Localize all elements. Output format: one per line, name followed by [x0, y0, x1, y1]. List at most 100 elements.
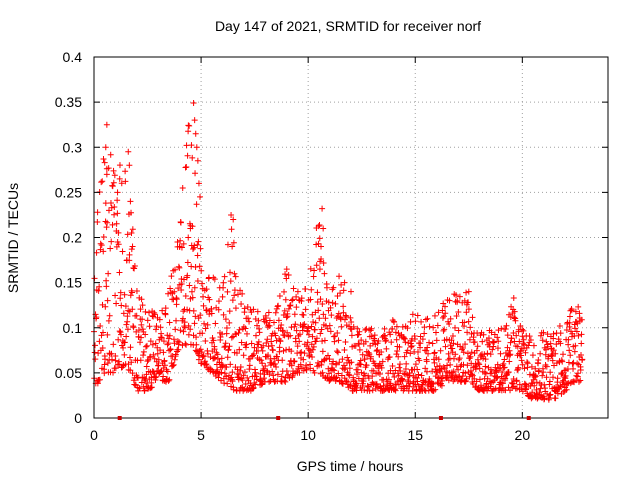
data-point	[441, 365, 448, 372]
data-point	[114, 189, 121, 196]
data-point	[316, 266, 323, 273]
data-point	[178, 281, 185, 288]
data-point	[283, 314, 290, 321]
data-point	[281, 288, 288, 295]
data-point	[323, 284, 330, 291]
data-point	[362, 338, 369, 345]
data-point	[369, 373, 376, 380]
data-point	[290, 285, 297, 292]
data-point	[286, 302, 293, 309]
data-point	[430, 324, 437, 331]
data-point	[549, 357, 556, 364]
data-point	[331, 338, 338, 345]
data-point	[537, 385, 544, 392]
data-point	[185, 128, 192, 135]
data-point	[387, 331, 394, 338]
data-point	[578, 316, 585, 323]
data-point	[382, 332, 389, 339]
data-point	[443, 336, 450, 343]
data-point	[423, 347, 430, 354]
data-point	[180, 328, 187, 335]
data-point	[108, 204, 115, 211]
data-point	[263, 315, 270, 322]
data-point	[315, 223, 322, 230]
data-point	[227, 278, 234, 285]
data-point	[285, 371, 292, 378]
data-point	[388, 339, 395, 346]
x-tick-labels: 0 5 10 15 20	[90, 427, 530, 443]
data-point	[321, 270, 328, 277]
data-point	[517, 323, 524, 330]
data-point	[316, 222, 323, 229]
data-point	[214, 355, 221, 362]
data-point	[143, 363, 150, 370]
data-point	[197, 193, 204, 200]
data-point	[320, 225, 327, 232]
data-point	[271, 378, 278, 385]
data-point	[319, 338, 326, 345]
data-point	[238, 339, 245, 346]
data-point	[133, 287, 140, 294]
data-point	[116, 361, 123, 368]
data-point	[103, 171, 110, 178]
data-point	[108, 356, 115, 363]
data-point	[147, 338, 154, 345]
data-point	[115, 229, 122, 236]
data-point	[355, 331, 362, 338]
data-point	[245, 386, 252, 393]
data-point	[537, 350, 544, 357]
data-point	[508, 335, 515, 342]
data-point	[155, 356, 162, 363]
data-point	[399, 323, 406, 330]
data-point	[142, 343, 149, 350]
data-point	[371, 332, 378, 339]
data-point	[229, 378, 236, 385]
data-point	[522, 386, 529, 393]
data-point	[552, 395, 559, 402]
data-point	[318, 256, 325, 263]
data-point	[243, 330, 250, 337]
data-point	[455, 327, 462, 334]
data-point	[392, 387, 399, 394]
data-point	[199, 353, 206, 360]
data-point	[199, 330, 206, 337]
data-point	[446, 320, 453, 327]
data-point	[289, 296, 296, 303]
data-point	[533, 379, 540, 386]
data-point	[194, 157, 201, 164]
data-point	[203, 307, 210, 314]
data-point	[432, 386, 439, 393]
data-point	[117, 331, 124, 338]
data-point	[363, 325, 370, 332]
data-point	[463, 289, 470, 296]
data-point	[465, 299, 472, 306]
data-point	[137, 357, 144, 364]
data-point	[127, 292, 134, 299]
y-tick-label: 0.3	[63, 139, 83, 155]
data-point	[557, 382, 564, 389]
data-point	[226, 319, 233, 326]
data-point	[242, 381, 249, 388]
data-point	[439, 377, 446, 384]
data-point	[566, 347, 573, 354]
data-point	[146, 354, 153, 361]
data-point	[245, 315, 252, 322]
data-point	[332, 377, 339, 384]
data-point	[122, 178, 129, 185]
data-point	[274, 303, 281, 310]
data-point	[324, 352, 331, 359]
data-point	[401, 370, 408, 377]
data-point	[235, 376, 242, 383]
data-point	[179, 315, 186, 322]
data-point	[107, 151, 114, 158]
data-point	[94, 209, 101, 216]
data-point	[476, 361, 483, 368]
data-point	[539, 372, 546, 379]
data-point	[173, 317, 180, 324]
data-point	[470, 334, 477, 341]
data-point	[493, 375, 500, 382]
data-point	[164, 368, 171, 375]
data-point	[183, 164, 190, 171]
data-point	[200, 353, 207, 360]
data-point	[386, 353, 393, 360]
